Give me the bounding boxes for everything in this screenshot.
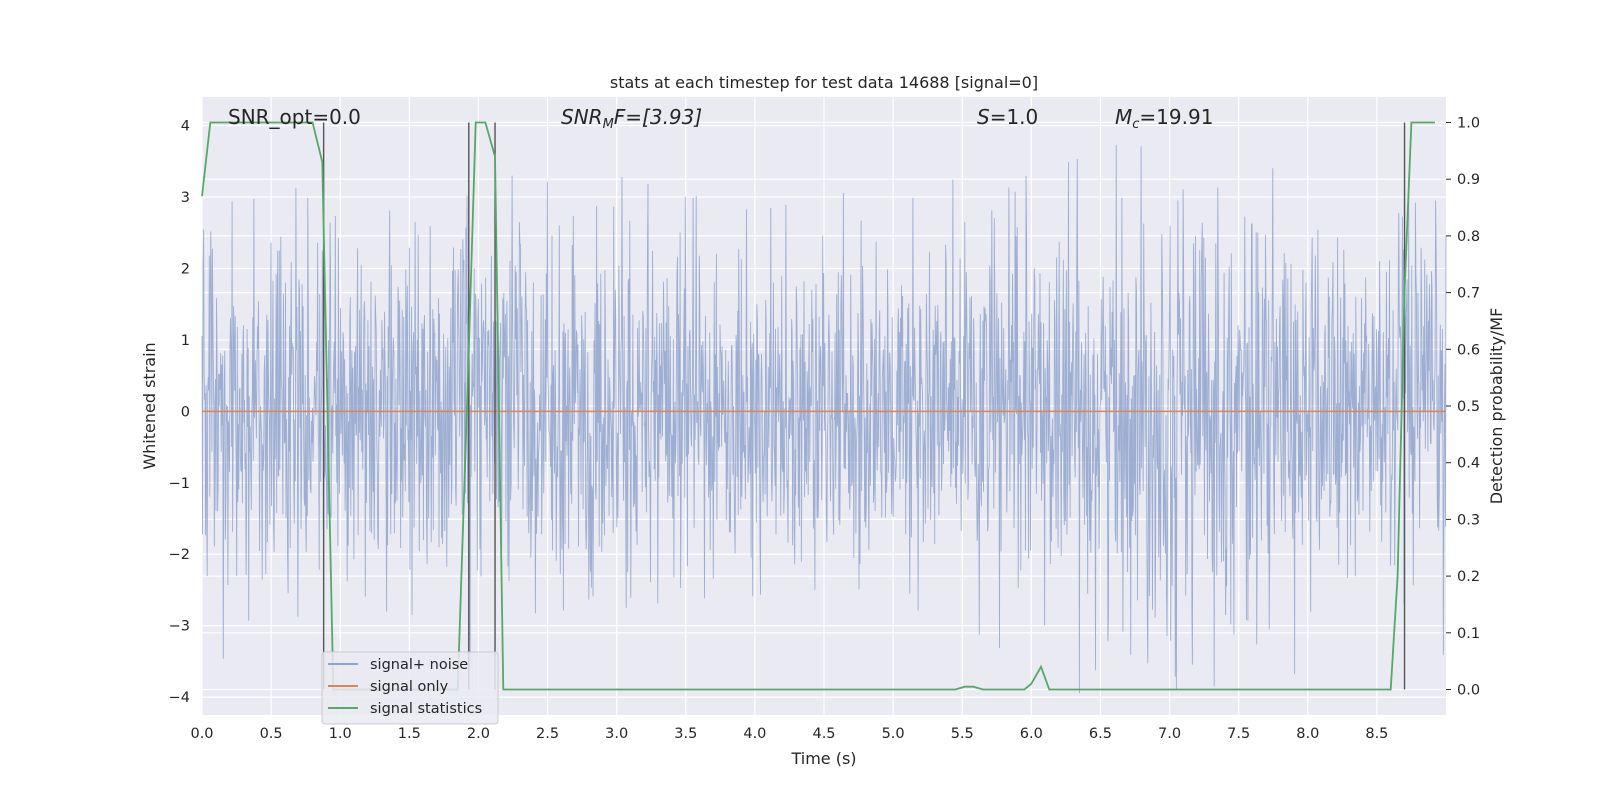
x-tick-label: 3.5 — [674, 726, 697, 742]
x-tick-label: 2.0 — [467, 726, 490, 742]
x-tick-label: 8.5 — [1365, 726, 1388, 742]
tick-labels: 0.0 0.5 1.0 1.5 2.0 2.5 3.0 3.5 4.0 4.5 5.0 5.5 6.0 6… — [169, 116, 1480, 742]
annotation-snr-opt: SNR_opt=0.0 — [228, 105, 361, 129]
legend-box — [321, 651, 499, 725]
y-right-tick-label: 0.4 — [1457, 456, 1480, 472]
mc-base: M — [1115, 105, 1132, 129]
y-right-tick-label: 0.3 — [1457, 512, 1480, 528]
y-left-tick-label: −3 — [169, 619, 190, 635]
y-right-tick-label: 1.0 — [1457, 116, 1480, 132]
annotation-snr-mf: SNRMF=[3.93] — [561, 105, 702, 132]
legend: signal+ noise signal only signal statist… — [321, 651, 499, 725]
snr-mf-base: SNR — [561, 105, 603, 129]
annotation-s: S=1.0 — [977, 105, 1038, 129]
annotation-mc: Mc=19.91 — [1115, 105, 1213, 132]
s-rest: =1.0 — [990, 105, 1039, 129]
y-left-tick-label: −2 — [169, 547, 190, 563]
legend-label-signal-noise: signal+ noise — [370, 657, 468, 673]
y-left-tick-label: 2 — [181, 261, 190, 277]
y-right-tick-label: 0.5 — [1457, 399, 1480, 415]
x-tick-label: 0.5 — [260, 726, 283, 742]
y-left-tick-label: −4 — [169, 690, 190, 706]
y-left-tick-label: −1 — [169, 476, 190, 492]
y-right-tick-label: 0.8 — [1457, 229, 1480, 245]
signal-statistics-series — [201, 121, 1435, 691]
x-axis-label: Time (s) — [790, 749, 856, 768]
x-tick-label: 5.5 — [951, 726, 974, 742]
x-tick-label: 7.5 — [1227, 726, 1250, 742]
mc-sub: c — [1132, 117, 1139, 132]
signal-noise-series — [201, 144, 1447, 694]
x-tick-label: 5.0 — [882, 726, 905, 742]
y-right-tick-label: 0.0 — [1457, 682, 1480, 698]
y-right-tick-label: 0.2 — [1457, 569, 1480, 585]
y-right-tick-label: 0.9 — [1457, 172, 1480, 188]
y-right-tick-label: 0.1 — [1457, 626, 1480, 642]
y-left-tick-label: 1 — [181, 333, 190, 349]
x-tick-label: 4.5 — [812, 726, 835, 742]
signal-noise-trace — [201, 144, 1447, 694]
x-tick-label: 7.0 — [1158, 726, 1181, 742]
x-tick-label: 6.5 — [1089, 726, 1112, 742]
mc-rest: =19.91 — [1139, 105, 1213, 129]
y-axis-label-right: Detection probability/MF — [1487, 308, 1506, 505]
x-tick-label: 2.5 — [536, 726, 559, 742]
y-right-tick-label: 0.7 — [1457, 286, 1480, 302]
chart-title: stats at each timestep for test data 146… — [610, 73, 1038, 92]
x-tick-label: 6.0 — [1020, 726, 1043, 742]
y-left-tick-label: 3 — [181, 190, 190, 206]
x-tick-label: 1.0 — [329, 726, 352, 742]
x-tick-label: 8.0 — [1296, 726, 1319, 742]
snr-mf-sub: M — [603, 117, 614, 132]
x-tick-label: 4.0 — [743, 726, 766, 742]
legend-label-signal-statistics: signal statistics — [370, 701, 482, 717]
y-right-tick-label: 0.6 — [1457, 342, 1480, 358]
legend-label-signal-only: signal only — [370, 679, 449, 695]
y-left-tick-label: 4 — [181, 119, 190, 135]
x-tick-label: 0.0 — [190, 726, 213, 742]
y-axis-label-left: Whitened strain — [140, 342, 159, 469]
y-left-tick-label: 0 — [181, 404, 190, 420]
snr-mf-rest: F=[3.93] — [614, 105, 702, 129]
x-tick-label: 3.0 — [605, 726, 628, 742]
x-tick-label: 1.5 — [398, 726, 421, 742]
s-base: S — [977, 105, 990, 129]
